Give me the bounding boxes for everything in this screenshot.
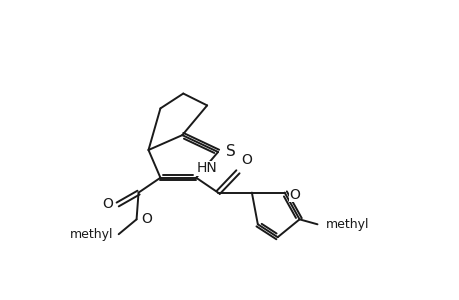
- Text: O: O: [289, 188, 300, 202]
- Text: O: O: [141, 212, 152, 226]
- Text: methyl: methyl: [325, 218, 368, 231]
- Text: O: O: [241, 153, 251, 167]
- Text: S: S: [225, 145, 235, 160]
- Text: O: O: [101, 197, 112, 212]
- Text: HN: HN: [196, 161, 217, 175]
- Text: methyl: methyl: [70, 228, 113, 241]
